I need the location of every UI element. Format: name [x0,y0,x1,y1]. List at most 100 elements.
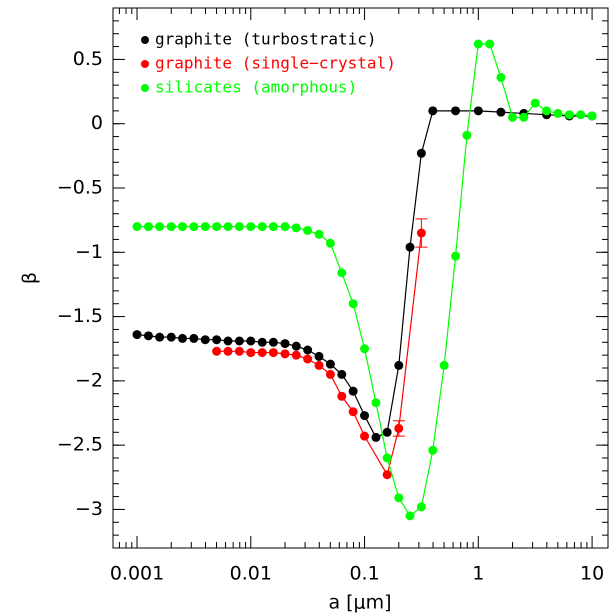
data-point [314,229,324,239]
data-point [576,110,586,120]
data-point [405,511,415,521]
data-point [132,330,142,340]
data-point [246,348,256,358]
data-point [360,411,370,421]
data-point [200,335,210,345]
data-point [291,341,301,351]
legend-label: silicates (amorphous) [155,78,357,97]
data-point [530,98,540,108]
data-point [360,344,370,354]
data-point [553,108,563,118]
data-point [234,336,244,346]
data-point [166,332,176,342]
data-point [280,222,290,232]
data-point [189,333,199,343]
data-point [473,106,483,116]
x-axis-label: a [μm] [328,592,391,614]
data-point [485,39,495,49]
data-point [257,337,267,347]
data-point [508,112,518,122]
data-point [519,112,529,122]
x-tick-label: 10 [580,563,604,585]
x-tick-label: 0.01 [230,563,272,585]
data-point [439,360,449,370]
x-tick-label: 0.1 [349,563,379,585]
data-point [405,242,415,252]
data-point [394,423,404,433]
data-point [325,359,335,369]
data-point [189,222,199,232]
data-point [200,222,210,232]
data-point [280,349,290,359]
data-point [428,106,438,116]
data-point [348,407,358,417]
data-point [223,222,233,232]
data-point [314,360,324,370]
data-point [223,336,233,346]
data-point [348,299,358,309]
data-point [371,432,381,442]
data-point [155,332,165,342]
data-point [587,111,597,121]
y-axis-label: β [19,272,41,284]
y-tick-label: 0 [91,112,103,134]
data-point [143,222,153,232]
data-point [394,493,404,503]
data-point [428,445,438,455]
data-point [382,427,392,437]
data-point [212,222,222,232]
data-point [337,369,347,379]
data-point [268,348,278,358]
data-point [143,331,153,341]
data-point [303,345,313,355]
x-tick-label: 1 [472,563,484,585]
data-point [496,72,506,82]
data-point [291,223,301,233]
legend-marker [141,84,149,92]
data-point [451,106,461,116]
y-tick-label: −0.5 [57,177,103,199]
legend-marker [141,60,149,68]
series-line [136,110,593,439]
data-point [394,360,404,370]
y-tick-label: −1 [75,241,103,263]
legend-label: graphite (single−crystal) [155,54,396,73]
data-point [382,453,392,463]
data-point [246,336,256,346]
data-point [177,222,187,232]
data-point [132,222,142,232]
data-point [382,470,392,480]
data-point [542,106,552,116]
data-point [303,354,313,364]
data-point [291,350,301,360]
data-point [416,228,426,238]
data-point [212,335,222,345]
data-point [337,391,347,401]
data-point [496,107,506,117]
legend-marker [141,36,149,44]
data-point [360,431,370,441]
data-point [371,398,381,408]
x-tick-label: 0.001 [110,563,164,585]
data-point [280,339,290,349]
data-point [462,130,472,140]
data-point [451,251,461,261]
y-tick-label: −3 [75,498,103,520]
data-point [473,39,483,49]
data-point [234,346,244,356]
data-point [416,502,426,512]
data-point [257,348,267,358]
data-point [268,222,278,232]
data-point [564,110,574,120]
legend-label: graphite (turbostratic) [155,30,377,49]
data-point [234,222,244,232]
data-point [416,148,426,158]
data-point [314,351,324,361]
data-point [325,369,335,379]
data-point [303,225,313,235]
data-point [268,337,278,347]
data-point [223,346,233,356]
data-point [325,238,335,248]
